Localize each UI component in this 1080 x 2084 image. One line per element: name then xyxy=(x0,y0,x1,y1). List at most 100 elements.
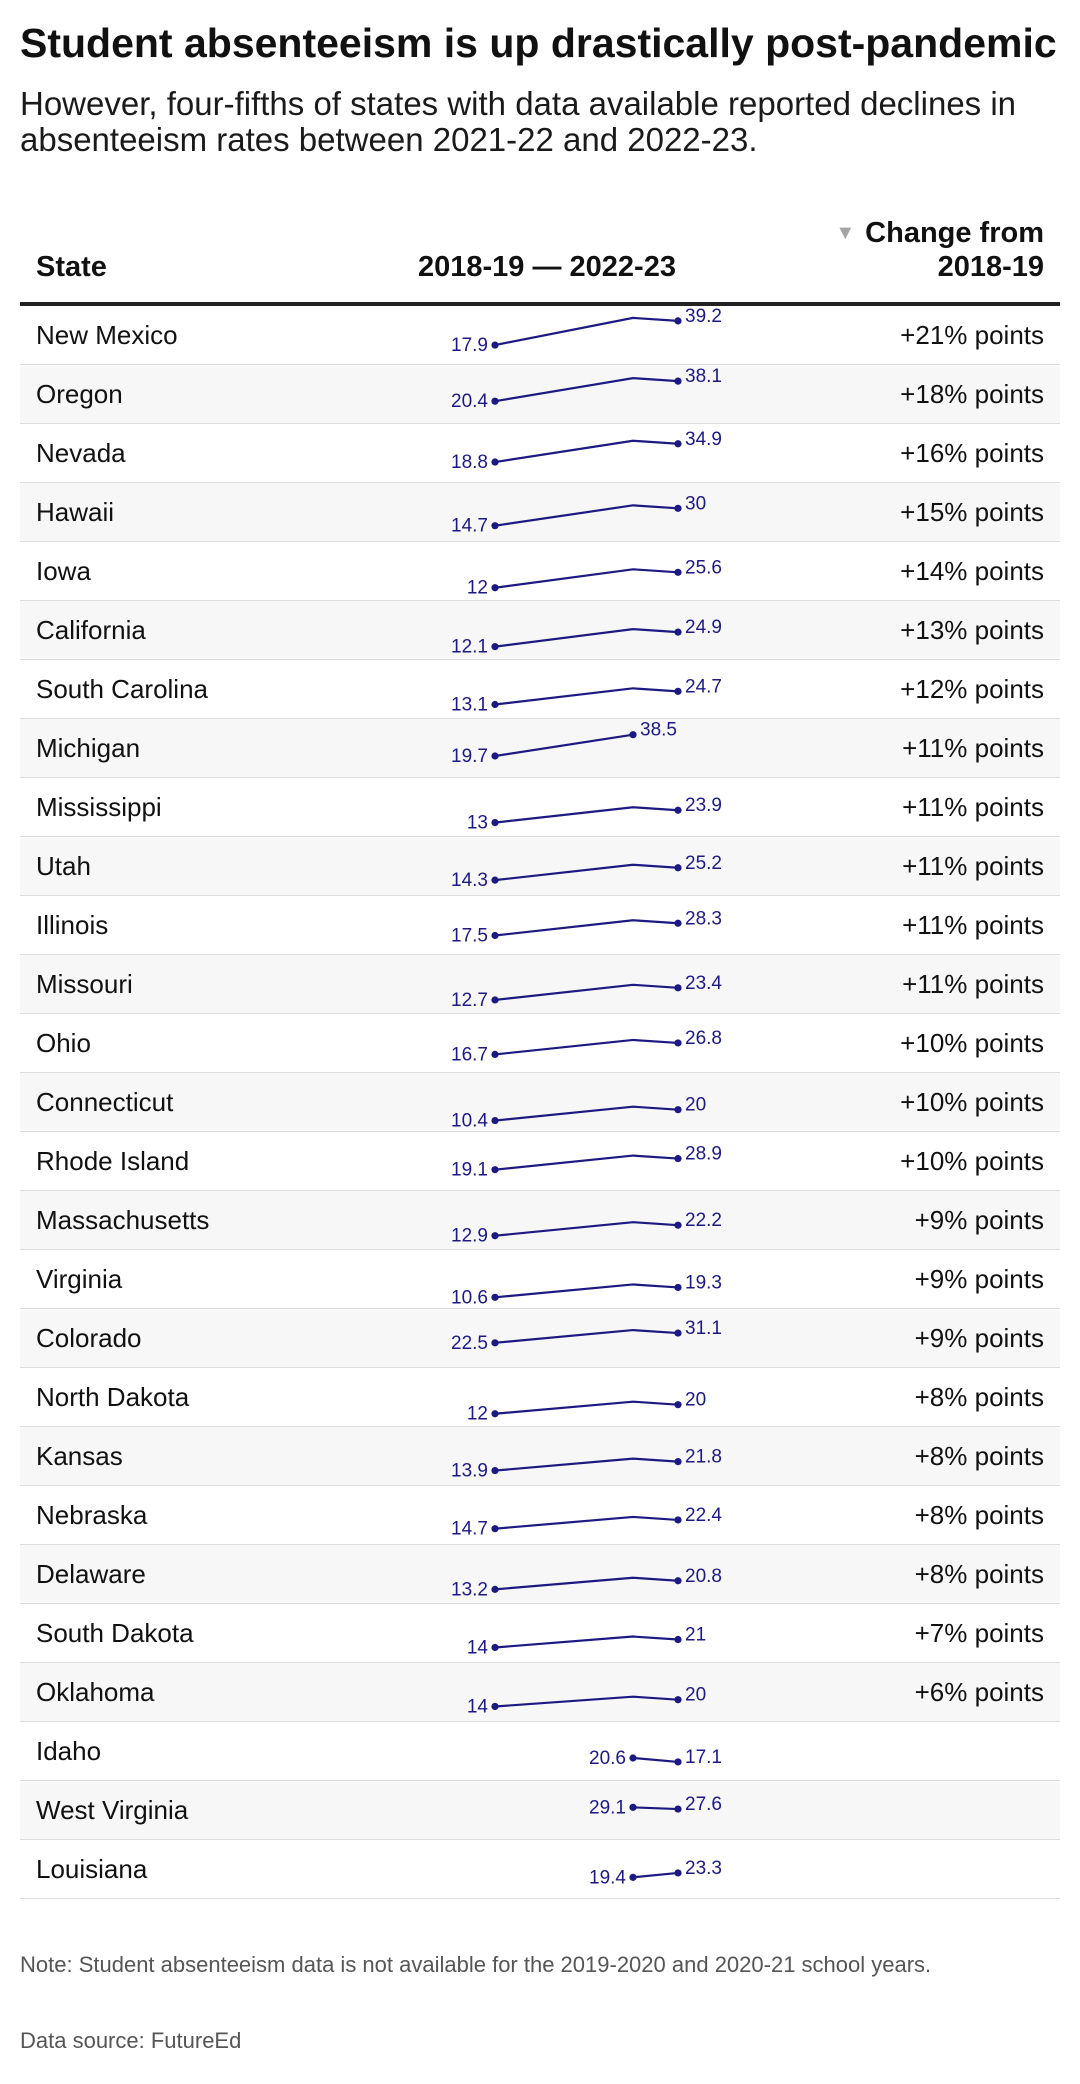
end-value-label: 34.9 xyxy=(685,429,722,450)
start-value-label: 14 xyxy=(467,1696,489,1717)
trend-line xyxy=(632,1871,679,1879)
trend-sparkline: 10.6 19.3 xyxy=(451,1272,722,1308)
change-value: +11% points xyxy=(902,969,1044,999)
trend-point-start xyxy=(629,1803,637,1811)
end-value-label: 28.3 xyxy=(685,908,722,929)
trend-line xyxy=(494,1400,679,1415)
trend-line xyxy=(494,983,679,1002)
end-value-label: 22.2 xyxy=(685,1210,722,1231)
trend-point-start xyxy=(491,1293,499,1301)
trend-point-end xyxy=(674,864,682,872)
trend-point-end xyxy=(674,317,682,325)
state-name: South Dakota xyxy=(36,1618,194,1648)
trend-sparkline: 22.5 31.1 xyxy=(451,1318,722,1354)
state-name: Illinois xyxy=(36,910,109,940)
trend-point-end xyxy=(674,1696,682,1704)
change-value: +12% points xyxy=(900,674,1044,704)
end-value-label: 21.8 xyxy=(685,1447,722,1468)
table-row: North Dakota 12 20 +8% points xyxy=(20,1368,1060,1427)
trend-point-end xyxy=(674,1758,682,1766)
trend-point-start xyxy=(491,876,499,884)
trend-point-end xyxy=(674,1329,682,1337)
start-value-label: 10.6 xyxy=(451,1287,488,1308)
trend-line xyxy=(494,568,679,589)
trend-sparkline: 14 20 xyxy=(467,1685,706,1718)
trend-sparkline: 14.3 25.2 xyxy=(451,853,722,891)
table-row: South Dakota 14 21 +7% points xyxy=(20,1604,1060,1663)
end-value-label: 20 xyxy=(685,1390,706,1411)
trend-point-start xyxy=(491,1116,499,1125)
start-value-label: 19.4 xyxy=(589,1867,626,1888)
change-value: +11% points xyxy=(902,792,1044,822)
trend-line xyxy=(494,1283,679,1299)
start-value-label: 14.3 xyxy=(451,870,488,891)
change-value: +18% points xyxy=(900,379,1044,409)
trend-point-end xyxy=(629,731,637,739)
state-name: Louisiana xyxy=(36,1854,148,1884)
change-value: +13% points xyxy=(900,615,1044,645)
trend-point-start xyxy=(491,819,499,827)
trend-sparkline: 13.2 20.8 xyxy=(451,1566,722,1601)
end-value-label: 23.4 xyxy=(685,973,722,994)
end-value-label: 21 xyxy=(685,1625,706,1646)
state-name: Rhode Island xyxy=(36,1146,190,1176)
trend-point-start xyxy=(629,1873,637,1881)
header-state[interactable]: State xyxy=(36,251,107,283)
header-change-line1: Change from xyxy=(865,216,1044,249)
end-value-label: 38.1 xyxy=(685,366,722,387)
trend-point-start xyxy=(491,1166,499,1174)
trend-sparkline: 16.7 26.8 xyxy=(451,1028,722,1065)
trend-line xyxy=(494,806,679,824)
end-value-label: 20 xyxy=(685,1095,706,1116)
change-value: +21% points xyxy=(900,320,1044,350)
table-row: Nebraska 14.7 22.4 +8% points xyxy=(20,1486,1060,1545)
trend-point-end xyxy=(674,1039,682,1047)
trend-point-start xyxy=(491,1050,499,1059)
table-row: Rhode Island 19.1 28.9 +10% points xyxy=(20,1132,1060,1191)
state-name: Oklahoma xyxy=(36,1677,155,1707)
end-value-label: 23.3 xyxy=(685,1858,722,1879)
start-value-label: 12.7 xyxy=(451,990,488,1011)
end-value-label: 25.6 xyxy=(685,557,722,578)
trend-line xyxy=(494,1635,679,1649)
change-value: +8% points xyxy=(914,1500,1044,1530)
trend-point-start xyxy=(491,643,499,651)
header-change[interactable]: ▼ Change from 2018-19 xyxy=(835,216,1044,284)
end-value-label: 22.4 xyxy=(685,1505,722,1526)
table-row: Missouri 12.7 23.4 +11% points xyxy=(20,955,1060,1014)
state-name: Hawaii xyxy=(36,497,115,527)
change-value: +8% points xyxy=(914,1441,1044,1471)
trend-sparkline: 14 21 xyxy=(467,1625,706,1659)
start-value-label: 13.1 xyxy=(451,694,488,715)
chart-title: Student absenteeism is up drastically po… xyxy=(20,20,1057,66)
table-row: Connecticut 10.4 20 +10% points xyxy=(20,1073,1060,1132)
start-value-label: 18.8 xyxy=(451,452,488,473)
start-value-label: 22.5 xyxy=(451,1333,488,1354)
start-value-label: 12.1 xyxy=(451,637,488,658)
trend-line xyxy=(494,504,679,527)
change-value: +8% points xyxy=(914,1559,1044,1589)
state-name: Ohio xyxy=(36,1028,91,1058)
trend-point-end xyxy=(674,1106,682,1114)
trend-point-end xyxy=(674,568,682,576)
state-name: Delaware xyxy=(36,1559,146,1589)
trend-point-start xyxy=(491,1410,499,1418)
trend-line xyxy=(494,1328,679,1344)
end-value-label: 17.1 xyxy=(685,1747,722,1768)
table-row: Delaware 13.2 20.8 +8% points xyxy=(20,1545,1060,1604)
start-value-label: 12 xyxy=(467,578,488,599)
trend-sparkline: 29.1 27.6 xyxy=(589,1794,722,1818)
table-row: Illinois 17.5 28.3 +11% points xyxy=(20,896,1060,955)
sort-descending-icon[interactable]: ▼ xyxy=(835,221,856,244)
table-row: Michigan 19.7 38.5 +11% points xyxy=(20,719,1060,778)
trend-point-end xyxy=(674,628,682,636)
start-value-label: 12.9 xyxy=(451,1226,488,1247)
header-trend[interactable]: 2018-19 — 2022-23 xyxy=(418,251,676,283)
trend-point-start xyxy=(491,397,499,405)
trend-sparkline: 19.7 38.5 xyxy=(451,720,677,767)
trend-sparkline: 19.1 28.9 xyxy=(451,1144,722,1181)
end-value-label: 25.2 xyxy=(685,853,722,874)
trend-point-end xyxy=(674,984,682,992)
trend-sparkline: 20.4 38.1 xyxy=(451,366,722,412)
state-name: California xyxy=(36,615,146,645)
